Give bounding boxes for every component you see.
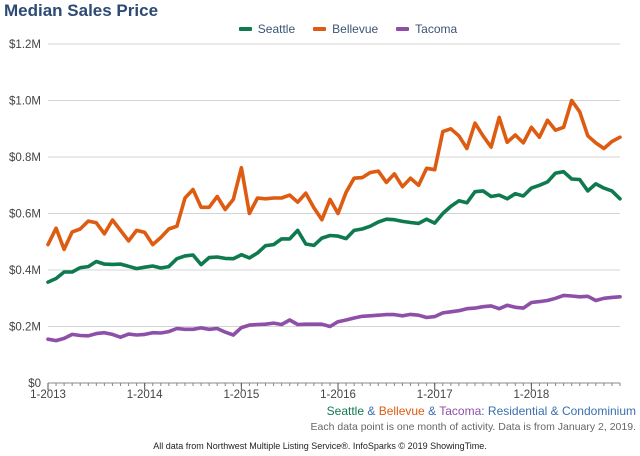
legend-label-bellevue: Bellevue [332,22,379,36]
x-tick-label: 1-2013 [30,389,66,400]
legend-item-tacoma[interactable]: Tacoma [396,22,457,36]
legend-label-seattle: Seattle [257,22,296,36]
footer-series-seattle: Seattle [326,404,364,418]
x-tick-label: 1-2018 [513,389,549,400]
series-line-seattle[interactable] [46,169,622,284]
series-lines [46,98,622,343]
data-note: Each data point is one month of activity… [310,421,636,433]
y-tick-label: $0.2M [9,322,41,334]
legend-item-seattle[interactable]: Seattle [238,22,296,36]
y-tick-label: $0.6M [9,209,41,221]
series-line-bellevue[interactable] [46,98,622,252]
footer-series-tacoma: Tacoma [439,404,482,418]
x-tick-label: 1-2016 [320,389,356,400]
chart-legend: Seattle Bellevue Tacoma [0,22,640,36]
x-tick-label: 1-2017 [417,389,453,400]
source-attribution: All data from Northwest Multiple Listing… [153,441,487,451]
y-tick-label: $0 [28,378,41,390]
x-tick-label: 1-2015 [223,389,259,400]
grid-lines [48,43,620,384]
line-chart: $0$0.2M$0.4M$0.6M$0.8M$1.0M$1.2M 1-2013 1… [9,39,622,400]
footer-ampersand: & [367,404,376,418]
legend-swatch-tacoma [396,27,410,31]
legend-swatch-seattle [238,27,252,31]
x-tick-label: 1-2014 [127,389,163,400]
y-tick-label: $0.8M [9,152,41,164]
x-axis: 1-2013 1-2014 1-2015 1-2016 1-2017 1-2018 [30,382,621,400]
y-axis: $0 $0.2M $0.4M $0.6M $0.8M $1.0M $1.2M [9,39,41,390]
legend-swatch-bellevue [313,27,327,31]
footer-series-label: Seattle & Bellevue & Tacoma: Residential… [327,404,636,418]
footer-ampersand: & [428,404,437,418]
chart-title: Median Sales Price [4,1,159,20]
legend-item-bellevue[interactable]: Bellevue [313,22,378,36]
footer-series-bellevue: Bellevue [378,404,425,418]
legend-label-tacoma: Tacoma [415,22,458,36]
y-tick-label: $0.4M [9,265,41,277]
series-line-tacoma[interactable] [46,293,622,343]
y-tick-label: $1.0M [9,96,41,108]
footer-series-suffix: : Residential & Condominium [481,404,636,418]
y-tick-label: $1.2M [9,39,41,51]
